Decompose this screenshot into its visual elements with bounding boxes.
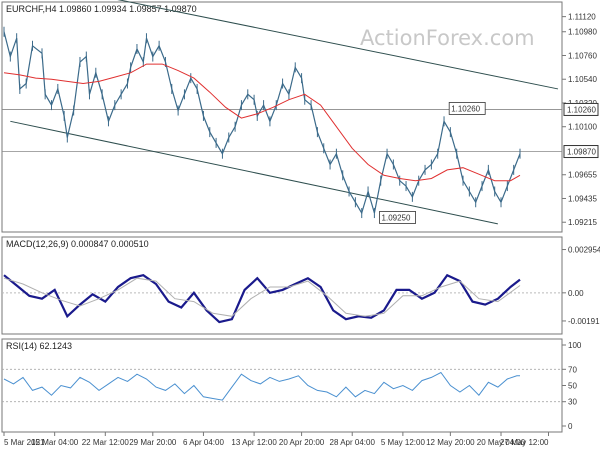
annotation-label: 1.09250 — [382, 213, 411, 222]
x-tick-label: 12 May 20:00 — [426, 438, 475, 447]
rsi-title: RSI(14) 62.1243 — [6, 341, 72, 351]
y-tick-label: 0.00 — [568, 289, 584, 298]
price-panel: ActionForex.com EURCHF,H4 1.09860 1.0993… — [1, 0, 599, 233]
channel-line-upper — [117, 0, 559, 90]
x-tick-label: 20 Apr 20:00 — [279, 438, 325, 447]
y-tick-label: 30 — [568, 398, 577, 407]
price-y-axis: 1.111201.109801.107601.105401.103201.101… — [562, 13, 599, 227]
y-tick-label: 50 — [568, 382, 577, 391]
x-tick-label: 22 Mar 12:00 — [82, 438, 130, 447]
series-line — [3, 273, 521, 324]
series-line — [3, 277, 521, 317]
price-marker-label: 1.09870 — [567, 148, 596, 157]
macd-title: MACD(12,26,9) 0.000847 0.000510 — [6, 239, 149, 249]
x-tick-label: 20 May 04:00 — [477, 438, 526, 447]
annotation-box — [448, 102, 486, 115]
macd-plot — [2, 273, 562, 324]
price-marker: 1.10260 — [563, 102, 599, 116]
price-title: EURCHF,H4 1.09860 1.09934 1.09857 1.0987… — [6, 4, 197, 14]
x-tick-label: 28 Apr 04:00 — [330, 438, 376, 447]
price-marker: 1.09870 — [563, 145, 599, 159]
price-marker-label: 1.10260 — [567, 105, 596, 114]
y-tick-label: 70 — [568, 365, 577, 374]
x-tick-label: 5 Mar 2021 — [4, 438, 45, 447]
y-tick-label: 1.11120 — [568, 13, 596, 22]
x-tick-label: 13 Apr 12:00 — [231, 438, 277, 447]
rsi-y-axis: 100 70 50 30 0 — [562, 341, 582, 431]
y-tick-label: 0.002954 — [568, 246, 600, 255]
series-line — [3, 31, 521, 215]
x-tick-label: 15 Mar 04:00 — [31, 438, 79, 447]
y-tick-label: 1.09215 — [568, 218, 597, 227]
price-marker-box — [563, 102, 599, 116]
y-tick-label: 1.10100 — [568, 123, 597, 132]
y-tick-label: 1.10540 — [568, 75, 597, 84]
rsi-plot — [2, 368, 562, 403]
macd-y-axis: 0.002954 0.00 -0.001919 — [562, 246, 600, 326]
y-tick-label: 1.10760 — [568, 51, 597, 60]
y-tick-label: 1.09435 — [568, 194, 597, 203]
macd-panel: MACD(12,26,9) 0.000847 0.000510 0.002954… — [1, 236, 600, 335]
x-tick-label: 5 May 12:00 — [381, 438, 426, 447]
x-tick-label: 6 Apr 04:00 — [183, 438, 224, 447]
annotation-box — [379, 211, 416, 224]
series-line — [3, 63, 521, 182]
y-tick-label: 0 — [568, 422, 573, 431]
y-tick-label: 100 — [568, 341, 582, 350]
series-line — [3, 371, 520, 401]
rsi-panel: RSI(14) 62.1243 100 70 50 30 0 — [1, 338, 582, 433]
price-annotation: 1.10260 — [448, 102, 486, 115]
x-tick-label: 27 May 12:00 — [500, 438, 549, 447]
channel-line-lower — [10, 120, 498, 225]
y-tick-label: 1.10980 — [568, 28, 597, 37]
price-annotation: 1.09250 — [379, 211, 416, 224]
y-tick-label: 1.09655 — [568, 171, 597, 180]
price-marker-box — [563, 145, 599, 159]
price-plot: 1.10260 1.09250 — [2, 0, 562, 225]
annotation-label: 1.10260 — [451, 104, 480, 113]
watermark-text: ActionForex.com — [360, 26, 535, 50]
y-tick-label: -0.001919 — [568, 317, 600, 326]
x-tick-label: 29 Mar 20:00 — [129, 438, 177, 447]
